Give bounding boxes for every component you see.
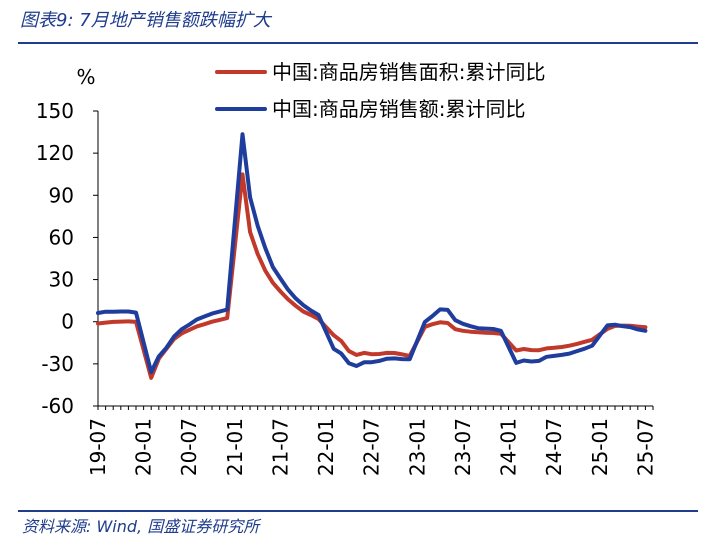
- x-tick-label: 23-01: [405, 418, 429, 476]
- bottom-rule: [18, 510, 698, 512]
- x-tick-label: 25-01: [588, 418, 612, 476]
- series-line-1: [96, 172, 648, 380]
- x-tick-label: 21-07: [268, 418, 292, 476]
- top-rule: [18, 42, 698, 44]
- x-tick-label: 21-01: [223, 418, 247, 476]
- y-axis-unit-label: %: [76, 65, 95, 89]
- y-tick-label: 60: [49, 225, 74, 249]
- line-chart: % -60 -30 0 30 60 90 120 150 19-07 20-01 20-07 21-01…: [36, 60, 658, 476]
- figure-title: 图表9: 7月地产销售额跌幅扩大: [20, 10, 271, 31]
- x-tick-label: 22-01: [314, 418, 338, 476]
- x-tick-label: 20-01: [132, 418, 156, 476]
- series-line-2: [96, 132, 648, 375]
- y-tick-label: 150: [36, 99, 74, 123]
- x-tick-label: 24-07: [542, 418, 566, 476]
- legend-label-2: 中国:商品房销售额:累计同比: [272, 97, 525, 121]
- y-tick-label: 30: [49, 268, 74, 292]
- x-tick-label: 20-07: [177, 418, 201, 476]
- source-note: 资料来源: Wind, 国盛证券研究所: [22, 517, 260, 536]
- x-tick-label: 25-07: [633, 418, 657, 476]
- x-tick-label: 19-07: [86, 418, 110, 476]
- x-tick-label: 22-07: [360, 418, 384, 476]
- y-tick-label: -30: [41, 352, 74, 376]
- y-tick-label: 90: [49, 183, 74, 207]
- y-tick-label: 0: [61, 310, 74, 334]
- x-tick-label: 23-07: [451, 418, 475, 476]
- legend-label-1: 中国:商品房销售面积:累计同比: [272, 60, 545, 84]
- y-tick-label: -60: [41, 394, 74, 418]
- x-tick-label: 24-01: [497, 418, 521, 476]
- y-tick-label: 120: [36, 141, 74, 165]
